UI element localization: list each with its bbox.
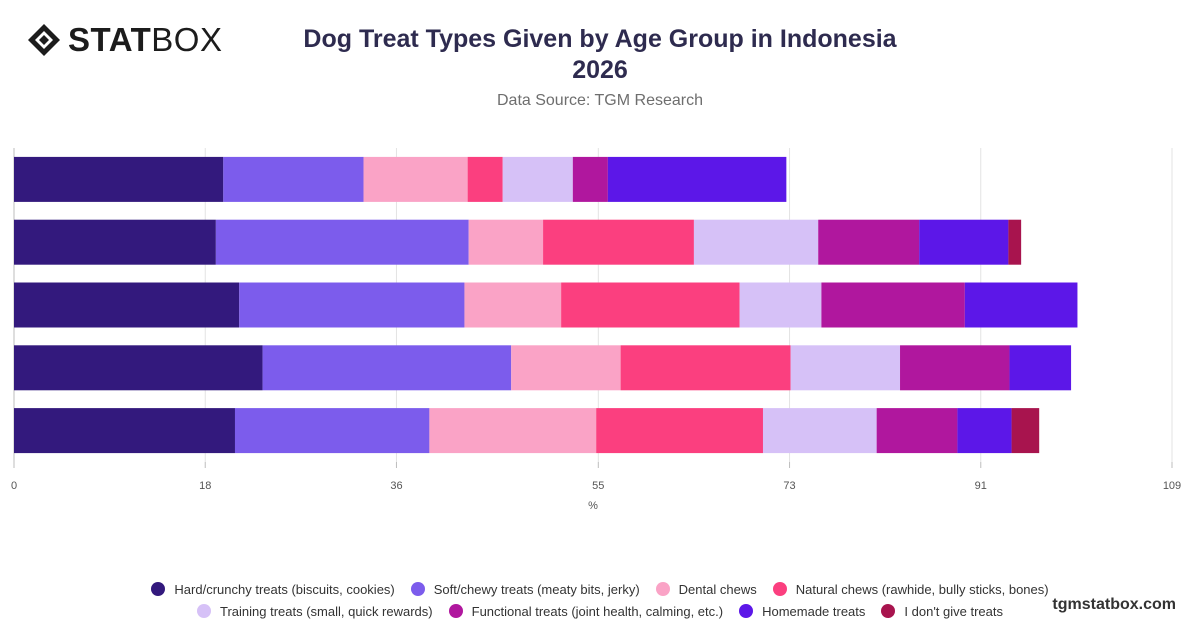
statbox-logo: STATBOX [26, 22, 222, 58]
x-tick-label: 109 [1163, 480, 1181, 492]
legend-item[interactable]: I don't give treats [881, 604, 1003, 619]
bar-segment-2 [215, 219, 469, 265]
bar-segment-5 [502, 156, 573, 202]
x-tick-label: 36 [390, 480, 402, 492]
bar-segment-3 [464, 282, 562, 328]
bar-segment-6 [572, 156, 608, 202]
legend-swatch [655, 582, 670, 596]
bar-segment-7 [964, 282, 1078, 328]
legend-item[interactable]: Training treats (small, quick rewards) [196, 603, 433, 619]
bar-segment-1 [14, 408, 235, 454]
legend-swatch [772, 582, 787, 596]
bar-segment-6 [821, 282, 965, 328]
bar-segment-7 [919, 219, 1009, 265]
legend-item[interactable]: Natural chews (rawhide, bully sticks, bo… [772, 581, 1049, 597]
legend-label: I don't give treats [904, 603, 1003, 619]
bar-segment-4 [543, 219, 694, 265]
logo-text-bold: STAT [68, 21, 152, 58]
legend-label: Functional treats (joint health, calming… [471, 603, 724, 619]
bar-segment-4 [561, 282, 740, 328]
x-tick-label: 18 [199, 480, 211, 492]
legend-swatch [196, 604, 211, 618]
bar-segment-8 [1011, 408, 1040, 454]
chart-legend: Hard/crunchy treats (biscuits, cookies) S… [150, 578, 1050, 622]
bar-segment-1 [14, 345, 263, 391]
legend-swatch [410, 582, 425, 596]
bar-segment-2 [262, 345, 512, 391]
bar-segment-7 [607, 156, 787, 202]
legend-label: Hard/crunchy treats (biscuits, cookies) [174, 581, 395, 597]
bar-segment-3 [511, 345, 621, 391]
bar-segment-7 [1009, 345, 1072, 391]
x-tick-label: 55 [592, 480, 604, 492]
bar-segment-2 [223, 156, 364, 202]
legend-label: Dental chews [678, 581, 757, 597]
legend-swatch [151, 582, 166, 596]
bar-segment-1 [14, 282, 240, 328]
logo-text: STATBOX [68, 22, 222, 58]
bar-segment-2 [239, 282, 465, 328]
chart-title-line1: Dog Treat Types Given by Age Group in In… [303, 25, 897, 53]
legend-item[interactable]: Functional treats (joint health, calming… [448, 603, 724, 619]
bar-segment-5 [739, 282, 822, 328]
bar-segment-6 [900, 345, 1010, 391]
bar-segment-1 [14, 156, 224, 202]
legend-item[interactable]: Dental chews [655, 581, 757, 597]
x-tick-label: 91 [975, 480, 987, 492]
legend-swatch [448, 604, 463, 618]
stacked-bar-chart: 0 18 36 55 73 91 109% [11, 148, 1181, 512]
legend-row: Training treats (small, quick rewards) Fu… [150, 600, 1050, 622]
x-axis-label: % [588, 500, 598, 512]
bar-segment-7 [957, 408, 1012, 454]
bar-segment-3 [468, 219, 544, 265]
legend-swatch [739, 604, 754, 618]
legend-label: Homemade treats [762, 603, 866, 619]
x-tick-label: 73 [783, 480, 795, 492]
statbox-diamond-icon [28, 24, 60, 56]
legend-item[interactable]: Soft/chewy treats (meaty bits, jerky) [410, 581, 640, 597]
bar-segment-5 [693, 219, 819, 265]
chart-title: Dog Treat Types Given by Age Group in In… [300, 24, 900, 86]
legend-label: Soft/chewy treats (meaty bits, jerky) [433, 581, 640, 597]
x-tick-label: 0 [11, 480, 17, 492]
legend-label: Natural chews (rawhide, bully sticks, bo… [795, 581, 1049, 597]
bar-segment-8 [1008, 219, 1022, 265]
watermark: tgmstatbox.com [1052, 596, 1176, 613]
bar-segment-5 [790, 345, 901, 391]
legend-item[interactable]: Hard/crunchy treats (biscuits, cookies) [151, 581, 395, 597]
bar-segment-3 [363, 156, 468, 202]
bar-segment-3 [429, 408, 597, 454]
bar-segment-4 [620, 345, 791, 391]
chart-subtitle: Data Source: TGM Research [496, 92, 703, 109]
bar-segment-5 [762, 408, 877, 454]
legend-item[interactable]: Homemade treats [739, 604, 865, 619]
logo-text-light: BOX [151, 21, 223, 58]
legend-label: Training treats (small, quick rewards) [219, 603, 433, 619]
bar-segment-4 [467, 156, 503, 202]
bar-segment-1 [14, 219, 216, 265]
bar-segment-6 [876, 408, 958, 454]
bar-segment-2 [234, 408, 430, 454]
chart-title-line2: 2026 [572, 56, 628, 84]
legend-row: Hard/crunchy treats (biscuits, cookies) S… [150, 578, 1050, 600]
bar-segment-4 [596, 408, 763, 454]
legend-swatch [881, 604, 896, 618]
bar-segment-6 [818, 219, 920, 265]
